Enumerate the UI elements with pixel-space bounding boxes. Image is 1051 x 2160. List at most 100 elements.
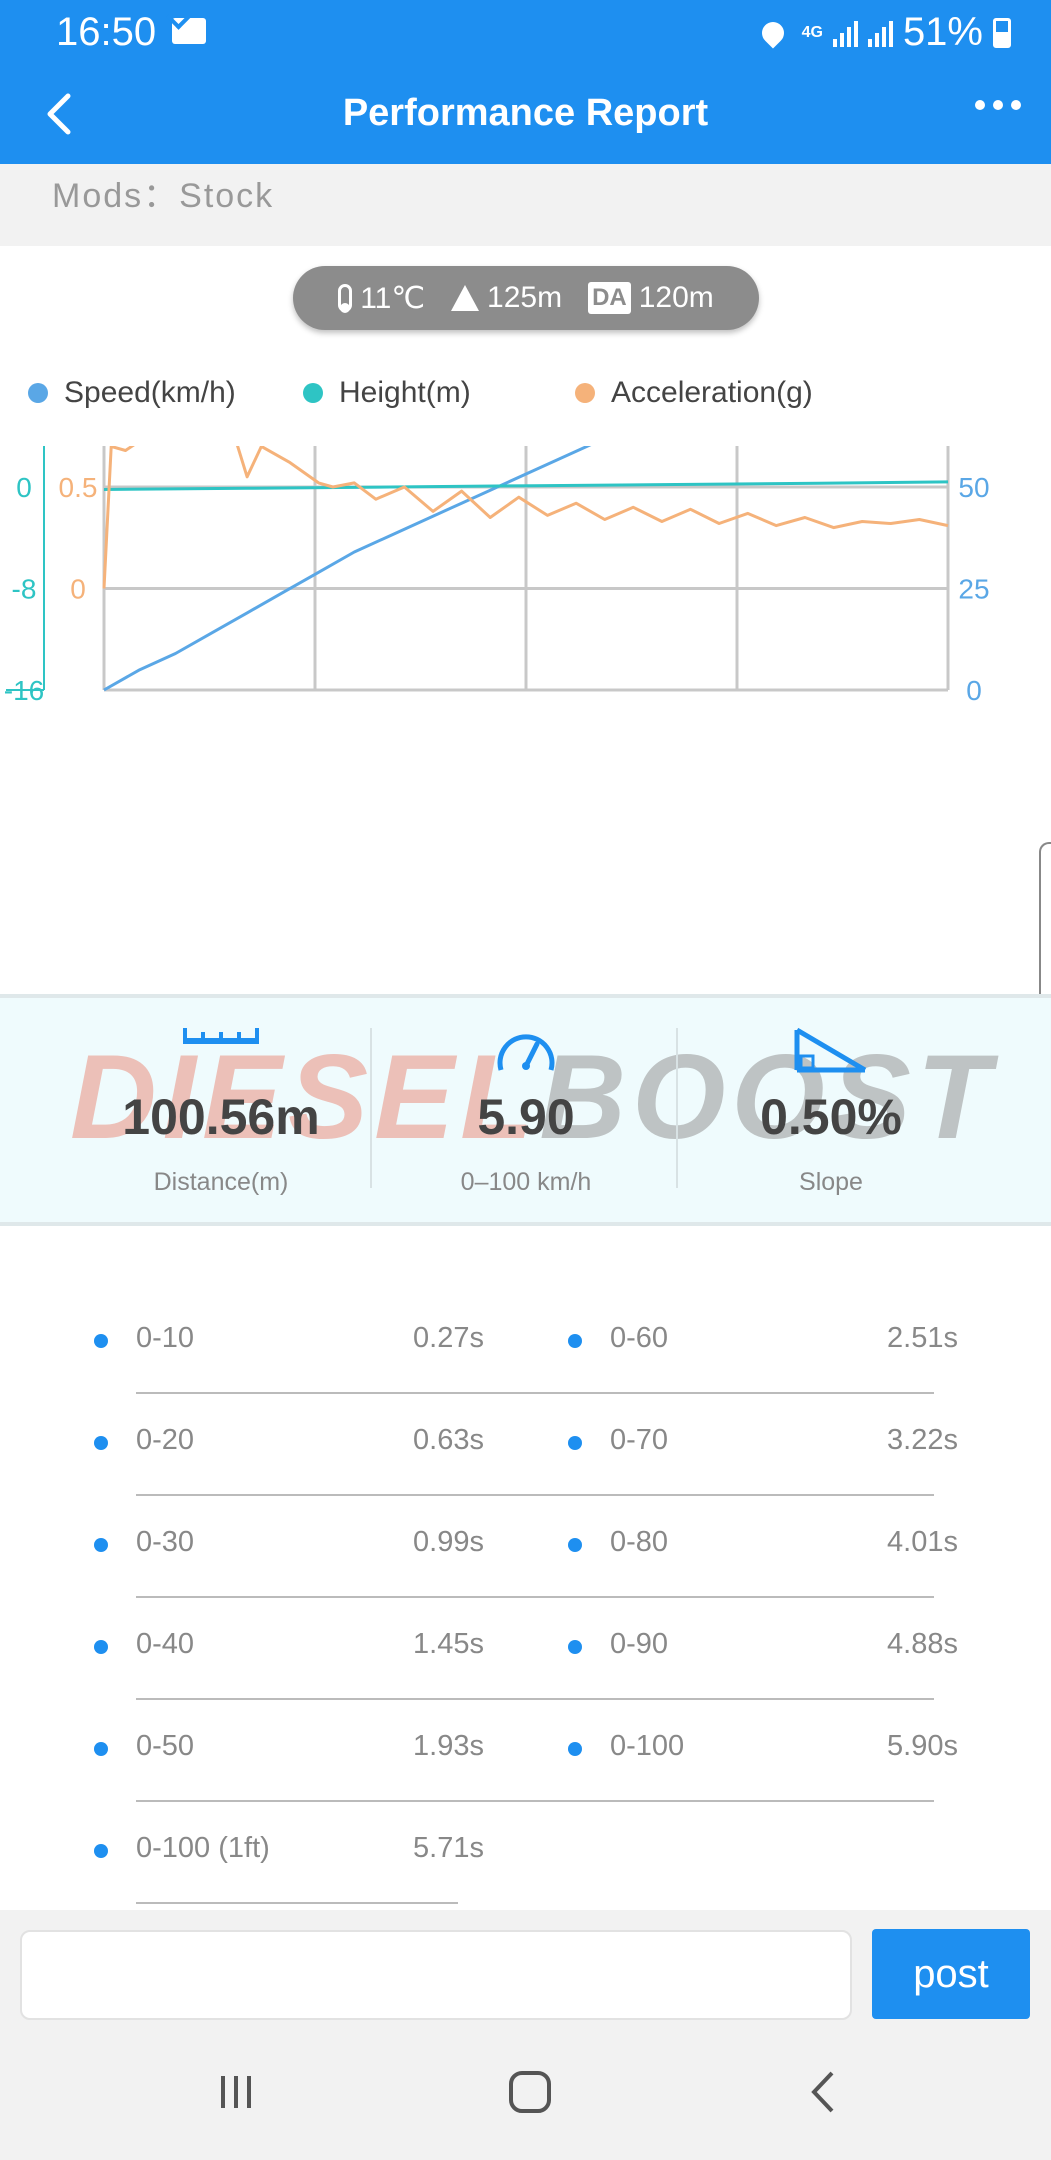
status-time: 16:50 xyxy=(56,10,157,54)
speed-series-line xyxy=(103,446,592,692)
bullet-icon xyxy=(94,1742,108,1756)
acceleration-series-line xyxy=(102,446,949,589)
row-divider xyxy=(484,1698,934,1700)
more-dots-icon[interactable] xyxy=(975,100,1021,110)
split-range: 0-20 xyxy=(136,1424,195,1456)
acceleration-axis-tick-label: 0 xyxy=(70,574,86,605)
chart-legend: Speed(km/h) Height(m) Acceleration(g) xyxy=(28,376,813,410)
bullet-icon xyxy=(568,1640,582,1654)
split-range: 0-80 xyxy=(610,1526,669,1558)
height-series-line xyxy=(103,480,949,491)
status-icons: 4G 51% xyxy=(757,10,1011,55)
watermark-logo: DIESELBOOST xyxy=(70,1030,997,1164)
ruler-icon xyxy=(183,1028,259,1044)
legend-acceleration[interactable]: Acceleration(g) xyxy=(575,376,813,410)
list-item: 0-100 5.90s xyxy=(568,1700,958,1802)
split-time: 4.88s xyxy=(887,1628,958,1660)
row-divider xyxy=(136,1494,490,1496)
bullet-icon xyxy=(94,1334,108,1348)
split-times-list: 0-10 0.27s 0-20 0.63s 0-30 0.99s 0-40 1.… xyxy=(0,1226,1051,1910)
comment-input[interactable] xyxy=(20,1930,852,2020)
list-item: 0-100 (1ft) 5.71s xyxy=(94,1802,484,1904)
row-divider xyxy=(136,1800,490,1802)
speed-axis-tick-label: 25 xyxy=(958,574,989,605)
app-bar: Performance Report xyxy=(0,64,1051,164)
split-range: 0-70 xyxy=(610,1424,669,1456)
location-icon xyxy=(757,16,789,49)
split-range: 0-60 xyxy=(610,1322,669,1354)
row-divider xyxy=(484,1494,934,1496)
divider xyxy=(676,1028,678,1188)
list-item: 0-80 4.01s xyxy=(568,1496,958,1598)
height-axis-tick-label: -8 xyxy=(12,574,37,605)
page-title: Performance Report xyxy=(342,92,709,134)
bullet-icon xyxy=(568,1538,582,1552)
bullet-icon xyxy=(568,1436,582,1450)
split-range: 0-100 xyxy=(610,1730,685,1762)
bullet-icon xyxy=(94,1436,108,1450)
list-item: 0-70 3.22s xyxy=(568,1394,958,1496)
chart-card: 11℃ 125m DA 120m Speed(km/h) Height(m) Ac… xyxy=(0,246,1051,1242)
height-axis-tick-label: 0 xyxy=(16,472,32,503)
post-button[interactable]: post xyxy=(872,1929,1030,2019)
split-range: 0-30 xyxy=(136,1526,195,1558)
comment-bar: post xyxy=(0,1910,1051,2026)
recent-apps-icon[interactable] xyxy=(206,2062,266,2122)
list-item: 0-50 1.93s xyxy=(94,1700,490,1802)
legend-height[interactable]: Height(m) xyxy=(303,376,575,410)
split-range: 0-100 (1ft) xyxy=(136,1832,270,1864)
battery-percent: 51% xyxy=(902,10,983,54)
distance-value: 100.56m xyxy=(122,1089,320,1145)
thermometer-icon xyxy=(338,284,353,313)
mods-label: Mods：Stock xyxy=(52,177,275,215)
split-range: 0-10 xyxy=(136,1322,195,1354)
split-time: 1.93s xyxy=(413,1730,484,1762)
distance-stat: 100.56m Distance(m) xyxy=(68,998,374,1222)
bullet-icon xyxy=(568,1334,582,1348)
battery-icon xyxy=(993,17,1011,48)
split-time: 0.99s xyxy=(413,1526,484,1558)
bullet-icon xyxy=(568,1742,582,1756)
bullet-icon xyxy=(94,1538,108,1552)
speed-axis-tick-label: 50 xyxy=(958,472,989,503)
height-axis-tick-label: -16 xyxy=(4,675,44,706)
time-value: 5.90 xyxy=(477,1089,575,1145)
split-range: 0-40 xyxy=(136,1628,195,1660)
density-altitude-value: 120m xyxy=(638,281,714,314)
mail-icon xyxy=(172,18,206,44)
row-divider xyxy=(484,1800,934,1802)
split-time: 1.45s xyxy=(413,1628,484,1660)
environment-pill: 11℃ 125m DA 120m xyxy=(293,266,759,330)
list-item: 0-90 4.88s xyxy=(568,1598,958,1700)
time-stat: 5.90 0–100 km/h xyxy=(373,998,679,1222)
acceleration-axis-tick-label: 0.5 xyxy=(59,472,98,503)
row-divider xyxy=(136,1596,490,1598)
split-time: 2.51s xyxy=(887,1322,958,1354)
slope-icon xyxy=(794,1027,867,1073)
legend-speed[interactable]: Speed(km/h) xyxy=(28,376,303,410)
system-nav-bar xyxy=(0,2026,1051,2160)
split-time: 5.71s xyxy=(413,1832,484,1864)
divider xyxy=(370,1028,372,1188)
signal-icon xyxy=(867,19,893,47)
row-divider xyxy=(136,1392,490,1394)
bullet-icon xyxy=(94,1640,108,1654)
chevron-left-icon[interactable] xyxy=(38,90,86,138)
back-icon[interactable] xyxy=(794,2062,854,2122)
mountain-icon xyxy=(451,285,480,311)
split-time: 4.01s xyxy=(887,1526,958,1558)
da-badge: DA xyxy=(588,282,631,314)
list-item: 0-10 0.27s xyxy=(94,1292,490,1394)
bullet-icon xyxy=(94,1844,108,1858)
row-divider xyxy=(484,1596,934,1598)
list-item: 0-60 2.51s xyxy=(568,1292,958,1394)
home-icon[interactable] xyxy=(500,2062,560,2122)
slope-caption: Slope xyxy=(799,1168,863,1196)
mods-section: Mods：Stock xyxy=(0,164,1051,246)
row-divider xyxy=(136,1698,490,1700)
split-range: 0-50 xyxy=(136,1730,195,1762)
signal-icon xyxy=(832,19,858,47)
row-divider xyxy=(484,1392,934,1394)
altitude-value: 125m xyxy=(487,281,563,314)
row-divider xyxy=(136,1902,458,1904)
